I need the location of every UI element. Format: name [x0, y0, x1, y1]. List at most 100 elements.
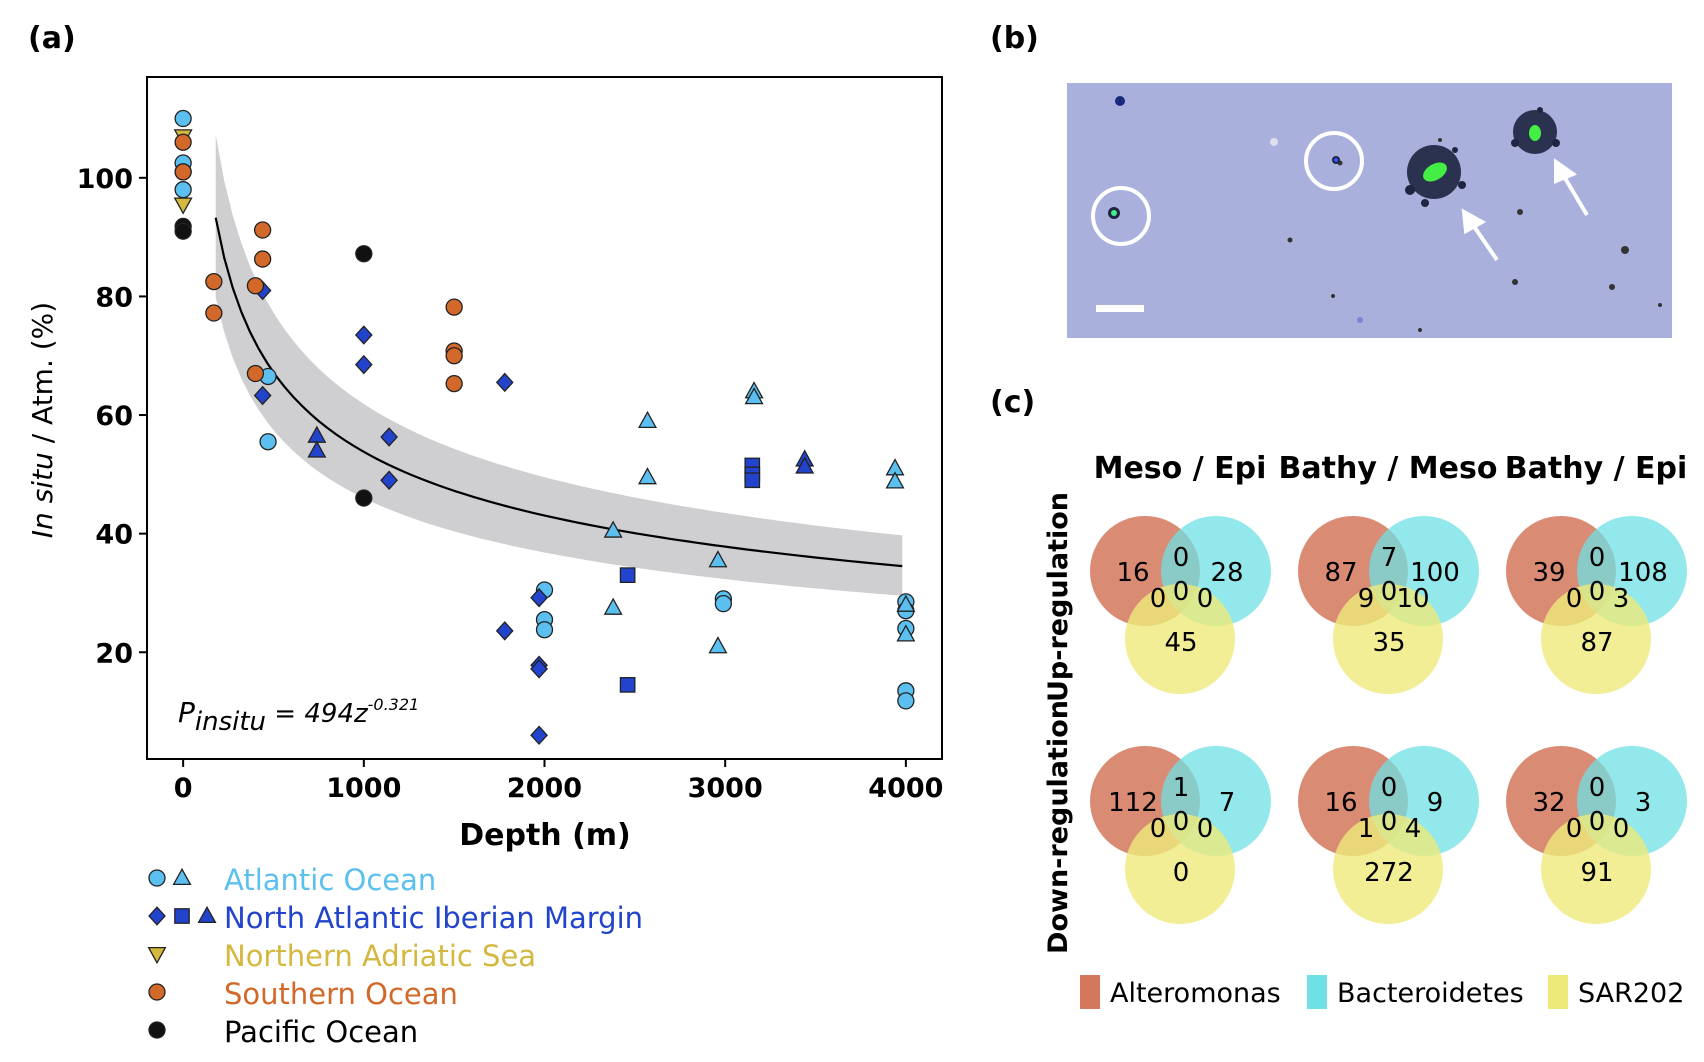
venn-column-headers: Meso / Epi Bathy / Meso Bathy / Epi — [1094, 451, 1688, 486]
venn-count-abc: 0 — [1173, 577, 1190, 607]
venn-count-abc: 0 — [1589, 807, 1606, 837]
speck — [1270, 138, 1278, 146]
venn-count-c: 35 — [1372, 628, 1405, 658]
data-point-square — [619, 567, 636, 584]
venn-count-bc: 10 — [1396, 584, 1429, 614]
data-point-circle — [246, 277, 265, 295]
data-point-triangle — [603, 597, 623, 615]
data-point-circle — [259, 433, 277, 451]
data-point-diamond — [253, 385, 272, 406]
venn-count-ac: 0 — [1566, 584, 1583, 614]
venn-count-c: 0 — [1173, 858, 1190, 888]
data-point-triangle — [885, 471, 905, 489]
highlight-circle — [1091, 186, 1151, 246]
venn-legend-swatch — [1548, 975, 1568, 1009]
highlight-circle — [1304, 131, 1364, 191]
large-aggregate-1 — [1405, 145, 1466, 207]
equation-subscript: insitu — [195, 707, 266, 737]
venn-count-ac: 0 — [1566, 814, 1583, 844]
data-point-triangle — [603, 520, 623, 538]
venn-legend-swatch — [1080, 975, 1100, 1009]
speck — [1609, 284, 1615, 290]
panel-label-c: (c) — [990, 385, 1035, 420]
data-point-diamond — [380, 427, 398, 447]
venn-panel: Meso / Epi Bathy / Meso Bathy / Epi Up-reg… — [1043, 451, 1687, 1009]
data-point-circle — [205, 272, 223, 291]
venn-count-abc: 0 — [1381, 807, 1398, 837]
data-point-circle — [445, 298, 463, 316]
venn-circle-sar202 — [1125, 814, 1235, 924]
data-point-triangle — [896, 594, 916, 612]
data-point-circle — [174, 181, 192, 199]
data-point-circle — [174, 133, 192, 151]
y-axis-label-rest: / Atm. (%) — [26, 302, 59, 452]
y-axis-label: In situ / Atm. (%) — [26, 302, 59, 538]
legend-label: Pacific Ocean — [224, 1015, 418, 1049]
y-tick-label: 100 — [77, 164, 133, 195]
data-point-triangle — [795, 456, 815, 474]
speck — [1418, 328, 1422, 332]
venn-count-c: 87 — [1580, 628, 1613, 658]
speck — [1658, 303, 1662, 307]
venn-count-bc: 0 — [1613, 814, 1630, 844]
venn-count-b: 9 — [1427, 788, 1444, 818]
legend-label: North Atlantic Iberian Margin — [224, 901, 643, 935]
legend-marker-triangle — [172, 867, 192, 886]
venn-count-c: 272 — [1364, 858, 1414, 888]
venn-count-b: 108 — [1618, 558, 1668, 588]
venn-count-b: 28 — [1210, 558, 1243, 588]
speck — [1115, 96, 1125, 106]
data-point-diamond — [380, 470, 398, 491]
venn-count-bc: 4 — [1405, 814, 1422, 844]
arrow — [1461, 208, 1499, 262]
venn-count-bc: 0 — [1197, 584, 1214, 614]
venn-count-bc: 0 — [1197, 814, 1214, 844]
speck — [1512, 279, 1518, 285]
venn-count-ab: 1 — [1173, 773, 1190, 803]
fit-line — [214, 217, 903, 568]
y-tick-label: 60 — [95, 401, 133, 432]
venn-legend-swatch — [1307, 975, 1327, 1009]
y-axis-label-italic: In situ — [26, 452, 59, 538]
data-point-triangle — [708, 550, 728, 568]
data-point-circle — [205, 304, 223, 322]
venn-count-abc: 0 — [1589, 577, 1606, 607]
x-axis-label: Depth (m) — [459, 818, 631, 853]
data-point-diamond — [495, 372, 514, 393]
x-tick-label: 0 — [174, 773, 193, 804]
y-axis-ticks: 20 40 60 80 100 — [77, 164, 147, 669]
venn-count-abc: 0 — [1173, 807, 1190, 837]
venn-row-label: Up-regulation — [1043, 492, 1074, 702]
venn-count-a: 16 — [1324, 788, 1357, 818]
data-point-diamond — [495, 621, 514, 641]
data-point-circle — [174, 109, 192, 128]
data-point-diamond — [354, 354, 373, 375]
x-axis-ticks: 0 1000 2000 3000 4000 — [174, 759, 943, 804]
micrograph-specks — [1115, 96, 1662, 332]
data-point-circle — [445, 347, 463, 365]
venn-count-b: 7 — [1219, 788, 1236, 818]
arrow — [1554, 158, 1589, 217]
data-point-square — [619, 677, 636, 693]
venn-legend-label: Alteromonas — [1110, 978, 1281, 1009]
data-point-circle — [445, 374, 463, 393]
speck — [1517, 209, 1523, 215]
data-point-circle — [174, 163, 192, 181]
x-tick-label: 4000 — [868, 773, 943, 804]
venn-count-abc: 0 — [1381, 577, 1398, 607]
data-point-circle — [535, 621, 554, 639]
venn-circle-sar202 — [1541, 814, 1651, 924]
venn-count-ac: 9 — [1358, 584, 1375, 614]
x-tick-label: 1000 — [326, 773, 401, 804]
speck — [1438, 138, 1442, 142]
data-point-triangle — [307, 440, 327, 458]
legend-marker-triangle-down — [147, 946, 167, 965]
legend-marker-triangle — [197, 905, 217, 924]
venn-count-bc: 3 — [1613, 584, 1630, 614]
speck — [1331, 294, 1335, 298]
venn-row-label: Down-regulation — [1043, 700, 1074, 954]
legend-marker-square — [174, 908, 190, 924]
data-point-circle — [897, 692, 915, 710]
